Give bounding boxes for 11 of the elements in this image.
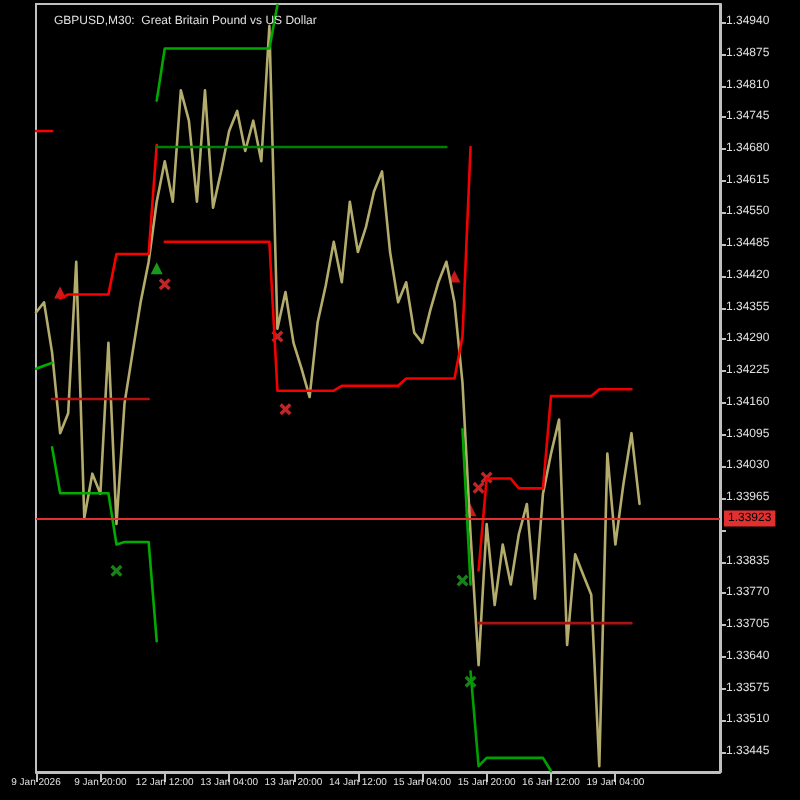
point [456, 574, 469, 587]
line-series [50, 446, 159, 643]
point [110, 564, 123, 577]
line-series [163, 145, 472, 392]
point [158, 278, 171, 291]
line-series [34, 24, 641, 768]
line-series [469, 670, 553, 773]
point [150, 262, 163, 275]
line-series [477, 387, 633, 572]
point [472, 481, 485, 494]
point [279, 403, 292, 416]
